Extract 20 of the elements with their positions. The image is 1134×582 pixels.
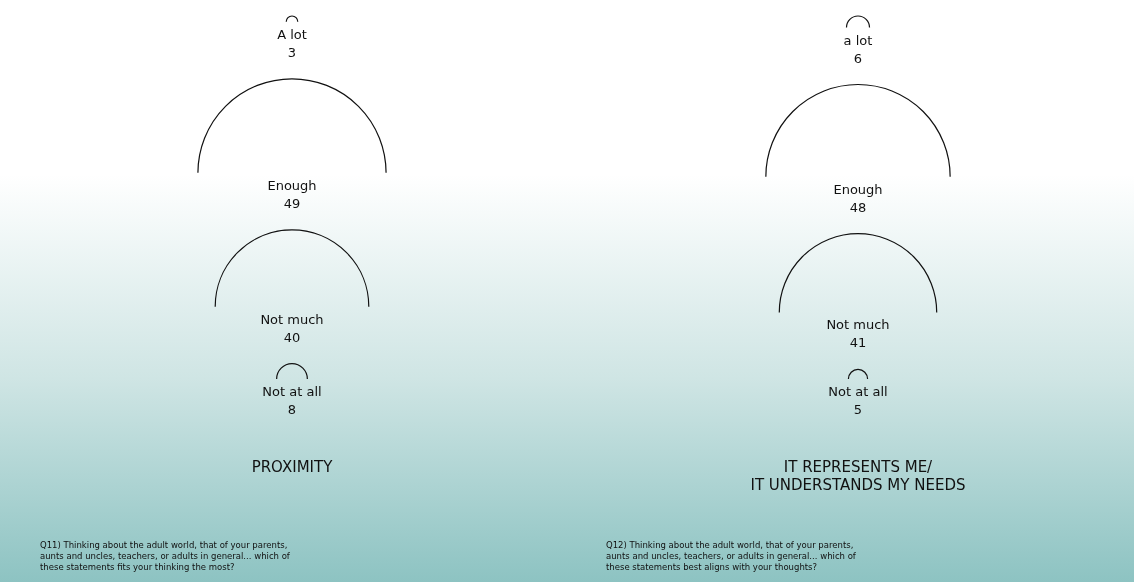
category-label: Not much	[826, 317, 890, 333]
category-label: Not much	[260, 311, 324, 327]
data-label: 3	[287, 44, 297, 60]
data-label: 5	[853, 402, 863, 417]
data-label: 40	[283, 329, 301, 345]
category-label: A lot	[277, 26, 307, 42]
data-label: 49	[283, 195, 301, 211]
data-label: 48	[849, 199, 867, 215]
text: IT REPRESENTS ME/ IT UNDERSTANDS MY NEEDS	[750, 458, 966, 494]
text: PROXIMITY	[251, 458, 334, 476]
category-label: Not at all	[828, 384, 888, 399]
data-label: 8	[287, 402, 297, 417]
data-label: 6	[853, 50, 863, 66]
category-label: Enough	[833, 181, 883, 197]
text: Q12) Thinking about the adult world, that of your parents, aunts and uncles, teachers, or adults in general... which of these statements best aligns with your thoughts?	[606, 540, 857, 572]
category-label: Not at all	[262, 384, 322, 399]
text: Q11) Thinking about the adult world, that of your parents, aunts and uncles, teachers, or adults in general... which of these statements fits your thinking the most?	[40, 540, 291, 572]
category-label: a lot	[843, 32, 873, 48]
category-label: Enough	[267, 177, 317, 193]
data-label: 41	[849, 335, 867, 351]
